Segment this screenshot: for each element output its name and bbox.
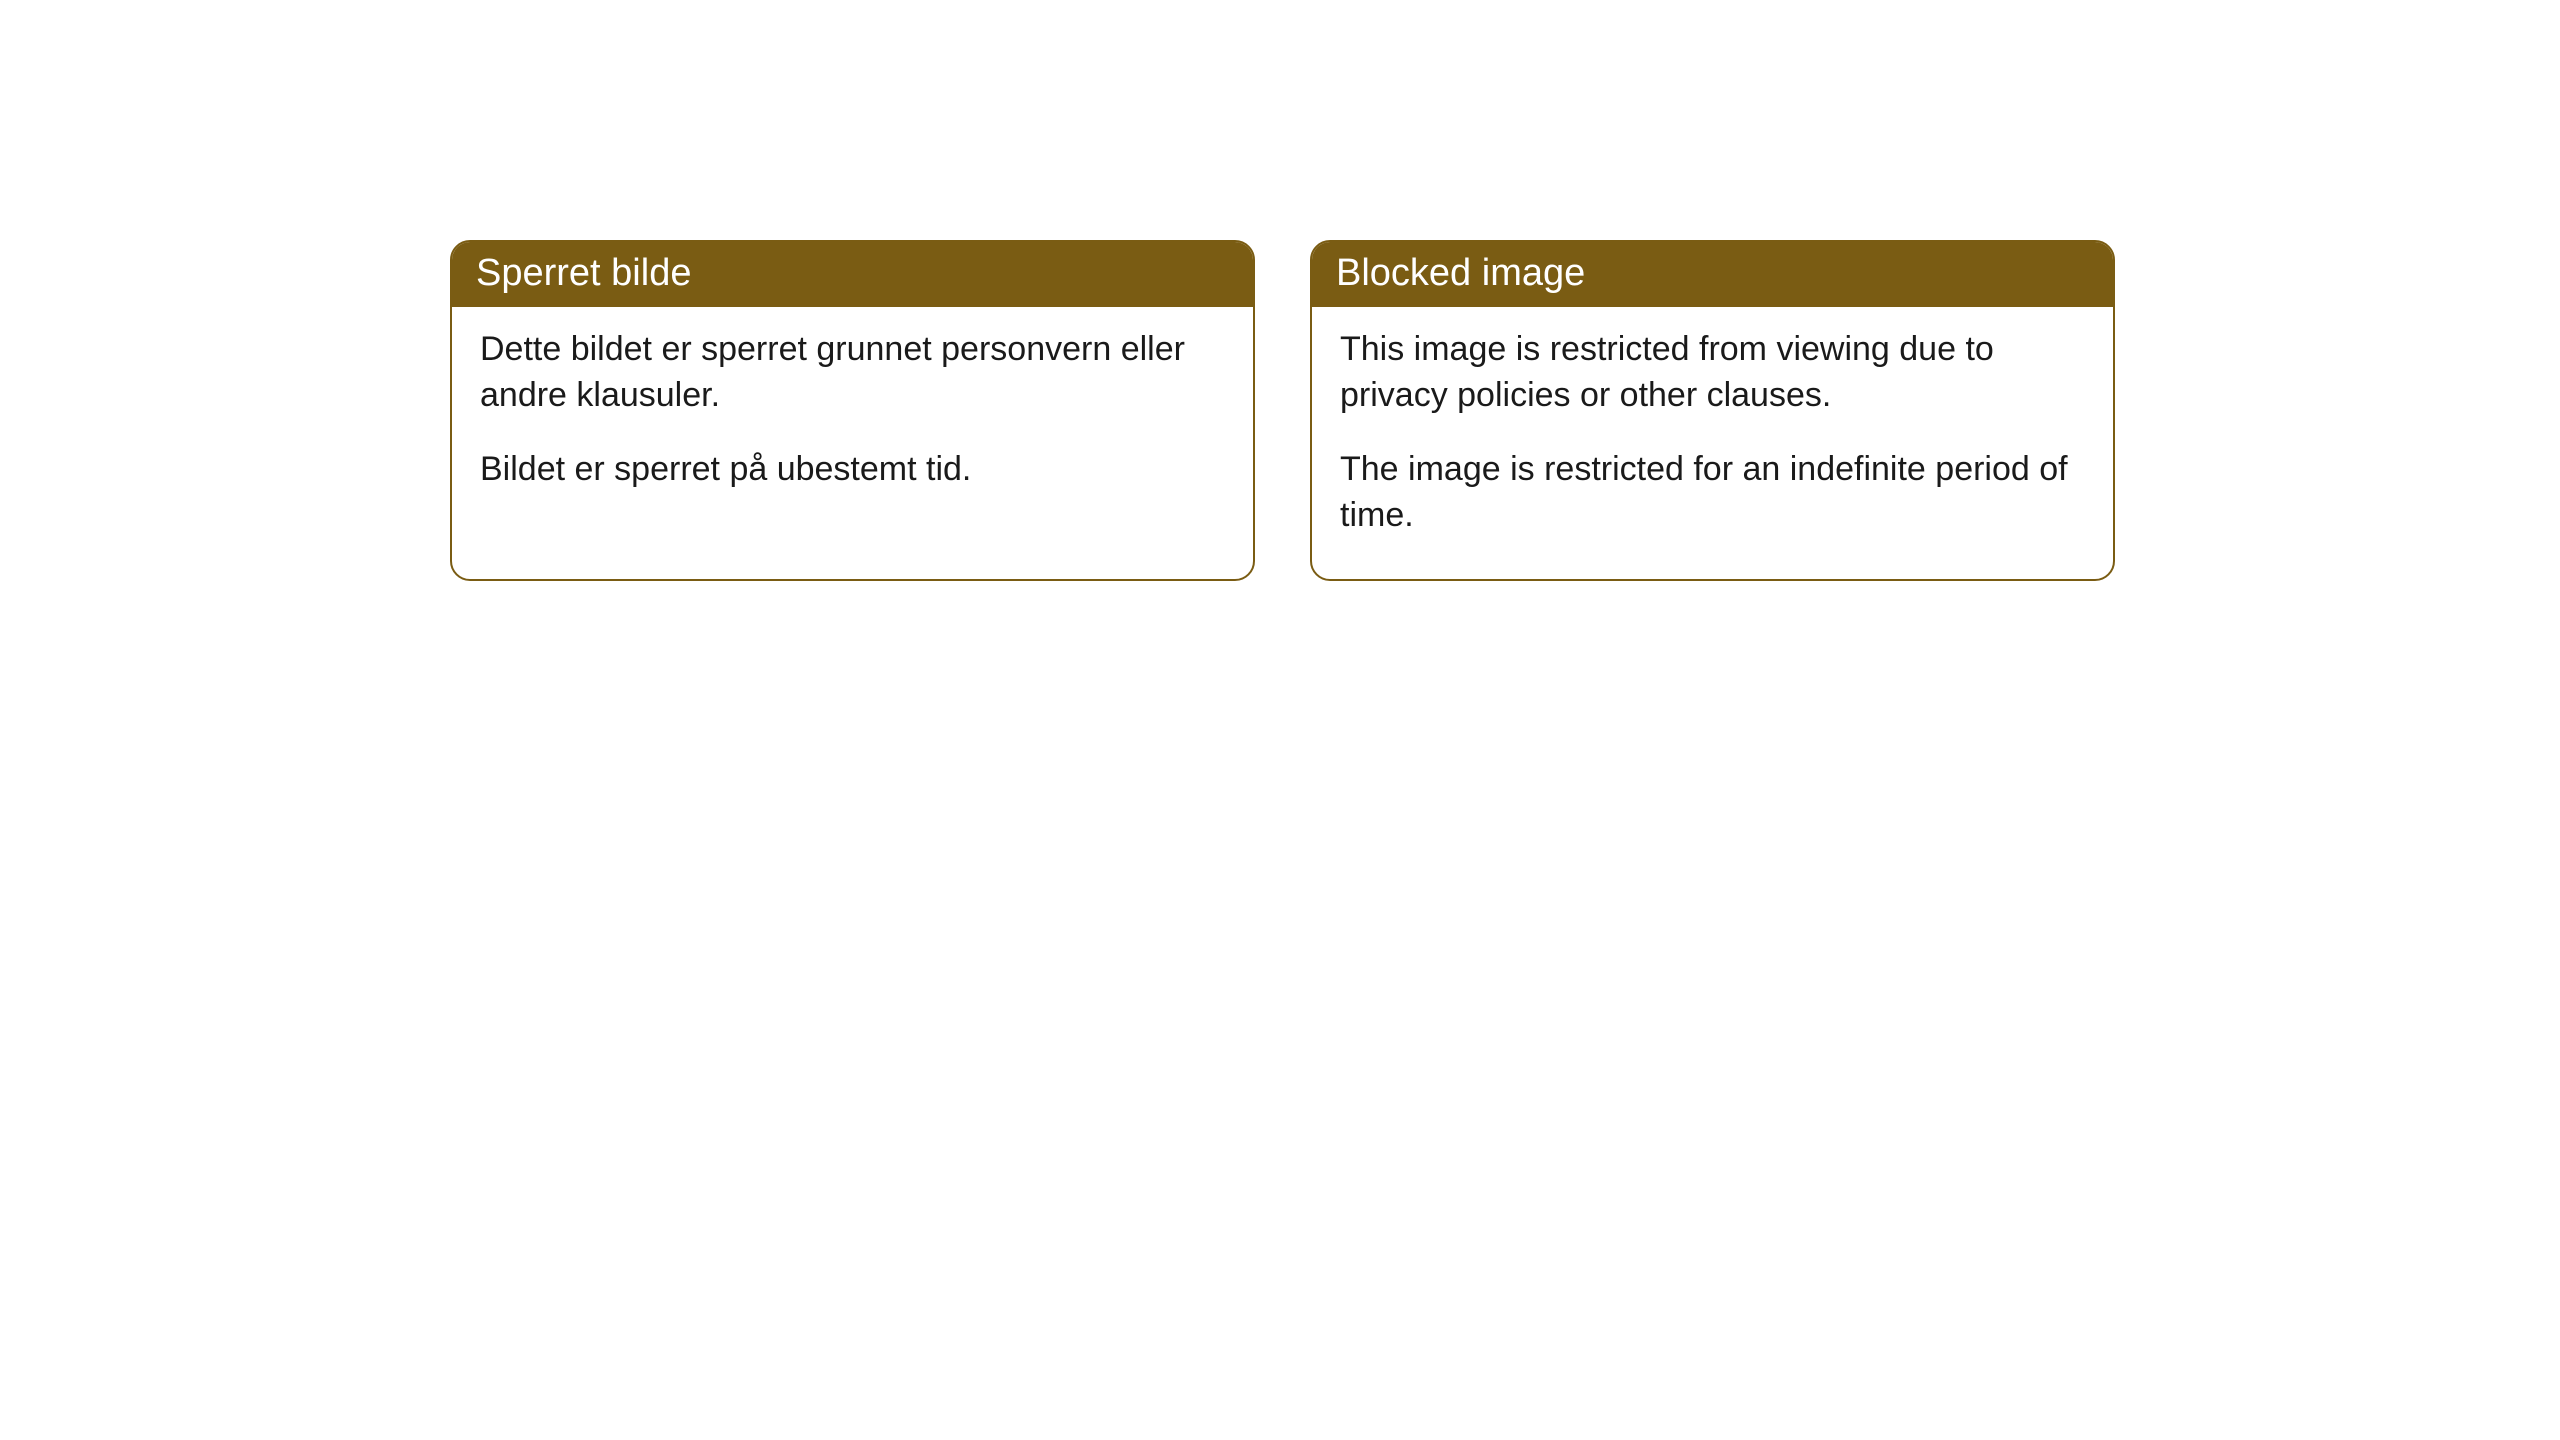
card-body: Dette bildet er sperret grunnet personve… xyxy=(452,307,1253,533)
card-paragraph: Bildet er sperret på ubestemt tid. xyxy=(480,447,1225,493)
notice-cards-container: Sperret bilde Dette bildet er sperret gr… xyxy=(0,0,2560,581)
card-body: This image is restricted from viewing du… xyxy=(1312,307,2113,579)
blocked-image-card-english: Blocked image This image is restricted f… xyxy=(1310,240,2115,581)
card-paragraph: This image is restricted from viewing du… xyxy=(1340,327,2085,419)
card-paragraph: Dette bildet er sperret grunnet personve… xyxy=(480,327,1225,419)
card-paragraph: The image is restricted for an indefinit… xyxy=(1340,447,2085,539)
card-title: Blocked image xyxy=(1312,242,2113,307)
blocked-image-card-norwegian: Sperret bilde Dette bildet er sperret gr… xyxy=(450,240,1255,581)
card-title: Sperret bilde xyxy=(452,242,1253,307)
